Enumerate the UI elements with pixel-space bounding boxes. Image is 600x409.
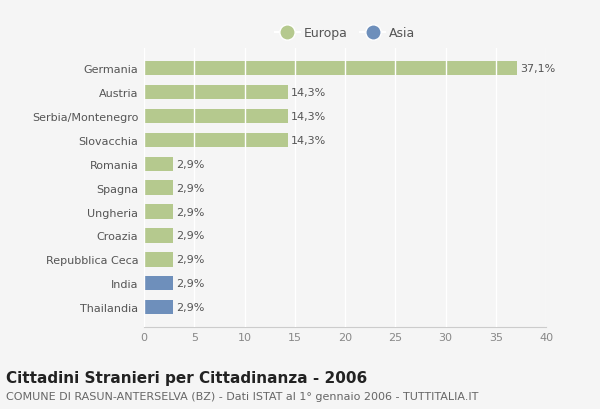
Bar — [144, 133, 288, 148]
Text: 14,3%: 14,3% — [291, 112, 326, 121]
Text: 2,9%: 2,9% — [176, 183, 205, 193]
Bar — [144, 276, 173, 291]
Text: 2,9%: 2,9% — [176, 231, 205, 241]
Text: 14,3%: 14,3% — [291, 135, 326, 146]
Bar — [144, 62, 517, 76]
Bar — [144, 110, 288, 124]
Bar — [144, 205, 173, 219]
Text: 37,1%: 37,1% — [520, 64, 555, 74]
Text: 2,9%: 2,9% — [176, 207, 205, 217]
Bar — [144, 181, 173, 195]
Text: 2,9%: 2,9% — [176, 159, 205, 169]
Text: COMUNE DI RASUN-ANTERSELVA (BZ) - Dati ISTAT al 1° gennaio 2006 - TUTTITALIA.IT: COMUNE DI RASUN-ANTERSELVA (BZ) - Dati I… — [6, 391, 478, 400]
Text: 2,9%: 2,9% — [176, 279, 205, 288]
Text: 2,9%: 2,9% — [176, 255, 205, 265]
Bar — [144, 85, 288, 100]
Bar — [144, 252, 173, 267]
Bar — [144, 300, 173, 315]
Bar — [144, 229, 173, 243]
Text: 14,3%: 14,3% — [291, 88, 326, 98]
Bar — [144, 157, 173, 171]
Legend: Europa, Asia: Europa, Asia — [270, 22, 420, 45]
Text: 2,9%: 2,9% — [176, 302, 205, 312]
Text: Cittadini Stranieri per Cittadinanza - 2006: Cittadini Stranieri per Cittadinanza - 2… — [6, 370, 367, 385]
